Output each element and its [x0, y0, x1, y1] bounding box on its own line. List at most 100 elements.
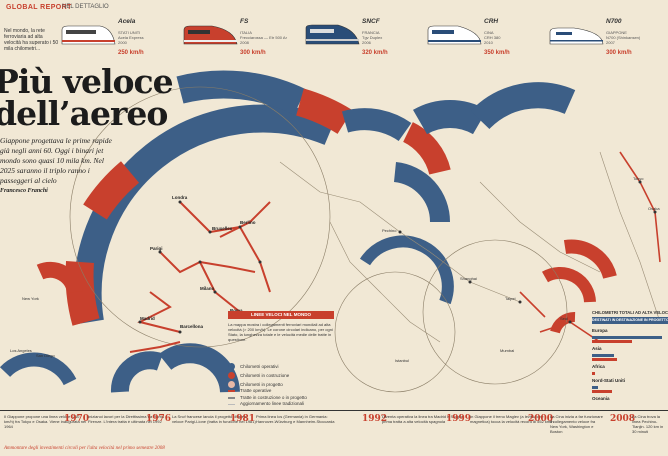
timeline-entry: La Cina trova la linea Pechino-Tianjin. …	[632, 414, 664, 434]
timeline-year: 1992	[362, 414, 388, 424]
svg-text:San Diego: San Diego	[36, 353, 55, 358]
svg-text:Seul: Seul	[560, 316, 568, 321]
swatch-construction	[228, 372, 235, 379]
investments-panel: CHILOMETRI TOTALI AD ALTA VELOCITÀ DESTI…	[592, 310, 668, 410]
timeline-entry: Inizianoi lavori per la Direttissima tra…	[88, 414, 168, 424]
legend-item: Chilometri operativi	[240, 364, 279, 369]
timeline-entry: Il Giappone propone una linea veloce (21…	[4, 414, 87, 429]
section-label: NEL DETTAGLIO	[62, 4, 109, 10]
legend-item: Chilometri in progetto	[240, 382, 283, 387]
svg-text:Berlino: Berlino	[240, 220, 256, 225]
svg-text:Tokyo: Tokyo	[633, 176, 644, 181]
title-line-2: dell’aereo	[0, 94, 168, 133]
ring-arc	[158, 343, 240, 393]
svg-text:Mumbai: Mumbai	[500, 348, 514, 353]
ring-arc	[36, 261, 83, 294]
svg-text:Osaka: Osaka	[648, 206, 660, 211]
timeline-entry: La Sncf francese lancia il progetto di l…	[172, 414, 256, 424]
region-label: Oceania	[592, 396, 610, 401]
city-dots	[138, 180, 657, 334]
train-info: FRANCIA Tgv Duplex 2006	[362, 30, 383, 45]
timeline-year: 2000	[528, 414, 554, 424]
timeline-rule	[0, 410, 668, 411]
train-card: CRH CINA CRH 380 2010 350 km/h	[426, 16, 544, 68]
world-rings-graphic: Londra Bruxelles Berlino Parigi Milano R…	[0, 70, 661, 393]
title-line-1: Più veloce	[0, 62, 174, 101]
bar-operational	[592, 336, 662, 339]
timeline-entry: In Giappone il treno Maglev (a levitazio…	[470, 414, 554, 424]
ring-outline	[422, 239, 568, 385]
train-illustration	[427, 25, 482, 45]
ring-arc	[542, 267, 596, 303]
train-info: CINA CRH 380 2010	[484, 30, 501, 45]
train-brand: FS	[240, 18, 249, 25]
legend-item: Aggiornamento linee tradizionali	[240, 401, 305, 406]
svg-text:Londra: Londra	[172, 195, 188, 200]
ring-arc	[73, 104, 336, 325]
train-brand: CRH	[484, 18, 499, 25]
ring-arc	[295, 88, 353, 135]
svg-text:Taipei: Taipei	[505, 296, 516, 301]
author-name: Francesco Franchi	[0, 188, 48, 194]
legend-header: LINEE VELOCI NEL MONDO	[228, 311, 334, 319]
map-legend: LINEE VELOCI NEL MONDO La mappa mostra i…	[228, 311, 334, 409]
legend-text: La mappa mostra i collegamenti ferroviar…	[228, 322, 333, 342]
swatch-route-planned	[228, 397, 235, 399]
train-speed: 350 km/h	[484, 50, 510, 56]
ring-arc	[0, 352, 77, 386]
ring-arc	[413, 99, 487, 135]
train-illustration	[61, 25, 116, 45]
svg-text:Barcellona: Barcellona	[180, 324, 204, 329]
legend-item: Tratte in costruzione o in progetto	[240, 395, 307, 400]
swatch-route	[228, 390, 235, 392]
report-brand: GLOBAL REPORT	[6, 4, 72, 11]
footnote: Ammontare degli investimenti circoli per…	[4, 446, 165, 451]
ring-arc	[550, 312, 576, 334]
swatch-project	[228, 381, 235, 388]
svg-text:Shanghai: Shanghai	[460, 276, 477, 281]
timeline-entry: Diventa operativa la linea tra Madrid e …	[382, 414, 465, 424]
svg-text:Roma: Roma	[230, 308, 243, 313]
bar-construction	[592, 372, 595, 375]
city-labels: Londra Bruxelles Berlino Parigi Milano R…	[10, 176, 660, 363]
train-strip: Acela STATI UNITI Acela Express 2000 250…	[60, 16, 668, 68]
train-card: N700 GIAPPONE N700 (Shinkansen) 2007 300…	[548, 16, 666, 68]
svg-text:Madrid: Madrid	[140, 316, 155, 321]
svg-text:New York: New York	[22, 296, 39, 301]
bar-construction	[592, 390, 612, 393]
legend-item: Chilometri in costruzione	[240, 373, 290, 378]
region-label: Europa	[592, 328, 608, 333]
swatch-operational	[228, 363, 235, 370]
page-title: Più veloce dell’aereo	[0, 62, 174, 133]
train-speed: 250 km/h	[118, 50, 144, 56]
region-label: Nord-Stati Uniti	[592, 378, 625, 383]
bar-operational	[592, 386, 598, 389]
lead-paragraph: Giappone progettava le prime rapide già …	[0, 136, 112, 185]
timeline-entry: La Cina inizia a far funzionare il colle…	[550, 414, 603, 434]
ring-arc	[402, 122, 451, 176]
train-speed: 300 km/h	[606, 50, 632, 56]
bar-operational	[592, 354, 614, 357]
svg-text:Milano: Milano	[200, 286, 215, 291]
train-info: ITALIA Frecciarossa — Etr 500 Ar 2008	[240, 30, 287, 45]
ring-arc	[393, 162, 451, 223]
region-label: Africa	[592, 364, 605, 369]
investments-header: CHILOMETRI TOTALI AD ALTA VELOCITÀ	[592, 310, 668, 315]
bar-construction	[592, 340, 632, 343]
ring-outline	[69, 86, 331, 348]
timeline-year: 2008	[610, 414, 636, 424]
region-label: Asia	[592, 346, 602, 351]
ring-arc	[470, 82, 576, 130]
train-card: SNCF FRANCIA Tgv Duplex 2006 320 km/h	[304, 16, 422, 68]
investments-subheader: DESTINATI IN DESTINAZIONE IN PROGETTO PR…	[592, 317, 668, 324]
ring-arc	[65, 260, 100, 326]
train-brand: SNCF	[362, 18, 380, 25]
train-speed: 300 km/h	[240, 50, 266, 56]
svg-text:Istanbul: Istanbul	[395, 358, 409, 363]
svg-text:Parigi: Parigi	[150, 246, 163, 251]
svg-text:Pechino: Pechino	[382, 228, 397, 233]
timeline: Il Giappone propone una linea veloce (21…	[0, 410, 668, 456]
page-header: GLOBAL REPORT NEL DETTAGLIO	[0, 0, 668, 18]
train-brand: Acela	[118, 18, 136, 25]
timeline-entry: Prima linea Ics (Germania) in Germania: …	[256, 414, 335, 424]
